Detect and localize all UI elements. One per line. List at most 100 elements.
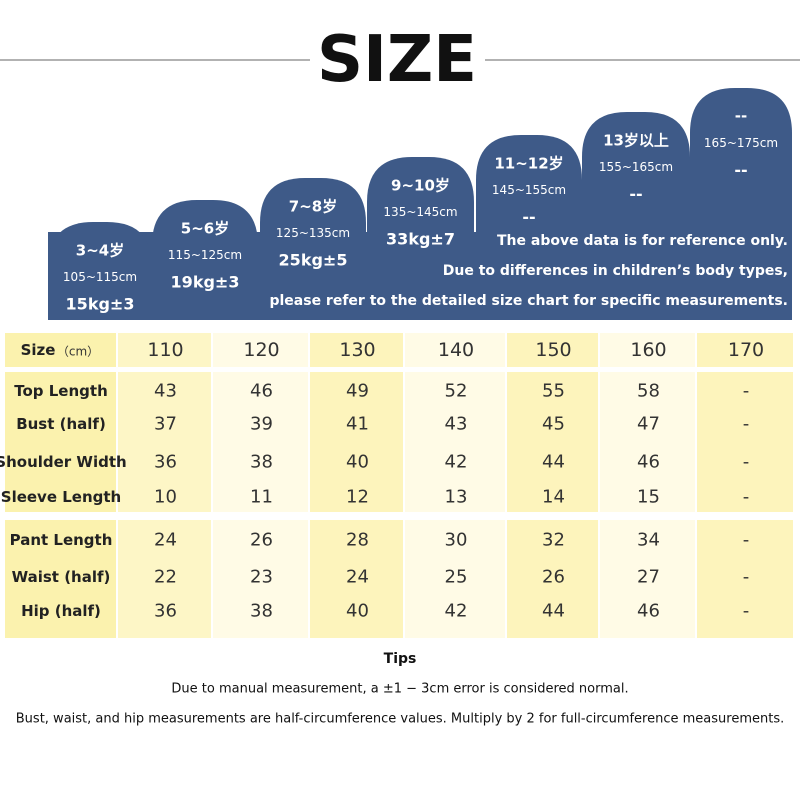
- cell-value: 41: [346, 413, 369, 435]
- cell-value: 38: [250, 451, 273, 473]
- tab-weight: --: [734, 160, 748, 180]
- cell-value: 34: [637, 529, 660, 551]
- table-cell-bg: [507, 372, 598, 512]
- table-cell-bg: [507, 520, 598, 638]
- row-label: Pant Length: [9, 531, 113, 549]
- table-cell-bg: [310, 520, 403, 638]
- tab-weight: --: [629, 184, 643, 204]
- table-cell-bg: [697, 372, 793, 512]
- cell-value: 43: [154, 380, 177, 402]
- cell-value: 38: [250, 600, 273, 622]
- tab-weight: 33kg±7: [386, 229, 455, 249]
- cell-value: 14: [542, 486, 565, 508]
- tab-age: 11~12岁: [494, 154, 564, 173]
- tab-height: 105~115cm: [62, 270, 138, 284]
- size-unit: （cm）: [56, 344, 100, 359]
- cell-value: 22: [154, 566, 177, 588]
- tab-age: 3~4岁: [75, 241, 125, 260]
- cell-value: 26: [250, 529, 273, 551]
- tab-weight: 25kg±5: [278, 250, 348, 270]
- cell-value: 25: [444, 566, 468, 588]
- table-cell-bg: [405, 372, 505, 512]
- size-tab: [582, 112, 690, 320]
- tab-height: 125~135cm: [275, 226, 351, 240]
- cell-value: 26: [542, 566, 565, 588]
- row-label: Top Length: [14, 382, 108, 400]
- tab-height: 135~145cm: [383, 205, 458, 219]
- table-cell-bg: [600, 520, 695, 638]
- cell-value: 32: [542, 529, 565, 551]
- size-value: 150: [535, 339, 572, 361]
- tab-age: 9~10岁: [391, 176, 450, 195]
- size-tab: [476, 135, 582, 320]
- tab-age: 5~6岁: [180, 219, 230, 238]
- cell-value: 47: [637, 413, 660, 435]
- row-label: Shoulder Width: [0, 453, 127, 471]
- size-tab: [260, 178, 366, 320]
- row-label: Bust (half): [16, 415, 106, 433]
- note-line: The above data is for reference only.: [496, 233, 788, 249]
- table-cell-bg: [118, 520, 211, 638]
- cell-value: 11: [250, 486, 273, 508]
- cell-value: 24: [346, 566, 369, 588]
- tips-title: Tips: [383, 651, 417, 667]
- tips-line: Bust, waist, and hip measurements are ha…: [15, 711, 785, 727]
- cell-value: 44: [542, 600, 565, 622]
- size-header: Size: [20, 341, 56, 359]
- cell-value: 15: [637, 486, 660, 508]
- table-cell-bg: [600, 333, 695, 367]
- table-cell-bg: [213, 372, 308, 512]
- cell-value: -: [742, 413, 750, 435]
- cell-value: 46: [637, 451, 660, 473]
- cell-value: 46: [250, 380, 273, 402]
- cell-value: 37: [154, 413, 177, 435]
- tips-line: Due to manual measurement, a ±1 − 3cm er…: [171, 681, 629, 697]
- cell-value: 30: [444, 529, 468, 551]
- table-cell-bg: [5, 372, 116, 512]
- cell-value: 24: [154, 529, 177, 551]
- tab-age: 7~8岁: [288, 197, 338, 216]
- size-tab: [152, 200, 258, 320]
- cell-value: -: [742, 451, 750, 473]
- cell-value: -: [742, 600, 750, 622]
- cell-value: 12: [346, 486, 369, 508]
- cell-value: 13: [444, 486, 468, 508]
- tab-weight: --: [522, 207, 536, 227]
- cell-value: 36: [154, 600, 177, 622]
- table-cell-bg: [697, 520, 793, 638]
- cell-value: 23: [250, 566, 273, 588]
- cell-value: 52: [444, 380, 468, 402]
- cell-value: 42: [444, 451, 468, 473]
- size-value: 120: [243, 339, 280, 361]
- cell-value: 10: [154, 486, 177, 508]
- cell-value: 36: [154, 451, 177, 473]
- cell-value: 42: [444, 600, 468, 622]
- cell-value: 27: [637, 566, 660, 588]
- tab-age: --: [734, 107, 748, 125]
- table-cell-bg: [5, 333, 116, 367]
- cell-value: -: [742, 380, 750, 402]
- cell-value: 40: [346, 600, 369, 622]
- size-value: 160: [630, 339, 667, 361]
- cell-value: 55: [542, 380, 565, 402]
- cell-value: 44: [542, 451, 565, 473]
- cell-value: 40: [346, 451, 369, 473]
- cell-value: 43: [444, 413, 468, 435]
- size-value: 170: [727, 339, 765, 361]
- table-cell-bg: [118, 372, 211, 512]
- cell-value: 45: [542, 413, 565, 435]
- size-tab: [48, 222, 152, 320]
- note-line: please refer to the detailed size chart …: [269, 293, 788, 309]
- size-value: 140: [437, 339, 475, 361]
- table-cell-bg: [310, 372, 403, 512]
- cell-value: 58: [637, 380, 660, 402]
- cell-value: -: [742, 529, 750, 551]
- size-tab: [690, 88, 792, 320]
- tab-height: 145~155cm: [491, 183, 567, 197]
- table-cell-bg: [213, 333, 308, 367]
- row-label: Hip (half): [21, 602, 101, 620]
- cell-value: 46: [637, 600, 660, 622]
- row-label: Waist (half): [11, 568, 111, 586]
